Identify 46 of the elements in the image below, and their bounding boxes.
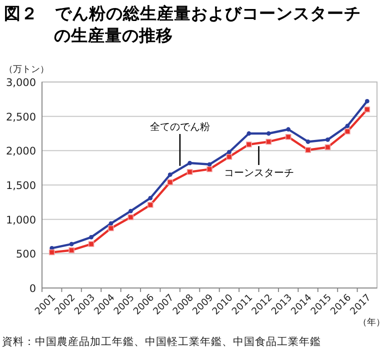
point [68, 247, 74, 254]
y-tick-label: 3,000 [6, 77, 36, 89]
point [88, 241, 94, 247]
point [168, 172, 172, 177]
point [227, 150, 232, 154]
point [266, 131, 271, 136]
y-tick-label: 1,000 [6, 214, 36, 226]
y-tick-label: 2,000 [6, 146, 36, 158]
y-tick-label: 1,500 [6, 180, 36, 192]
point [306, 140, 310, 144]
point [89, 234, 94, 240]
text: 全てのでん粉 [150, 121, 210, 133]
point [128, 214, 134, 220]
point [286, 127, 291, 132]
y-tick-label: 2,500 [6, 111, 36, 124]
point [147, 202, 154, 208]
point [364, 106, 370, 112]
y-tick-label: 0 [29, 283, 36, 295]
point [48, 249, 55, 256]
point [266, 138, 272, 145]
point [246, 131, 252, 136]
point [326, 137, 330, 142]
point [69, 242, 74, 246]
point [188, 160, 192, 166]
point [324, 144, 331, 150]
point [345, 124, 350, 128]
y-tick-label: 500 [16, 248, 36, 261]
series-label: コーンスターチ [224, 168, 294, 179]
point [305, 147, 311, 153]
point [364, 99, 370, 104]
point [344, 128, 350, 134]
y-axis-title: （万トン） [4, 65, 49, 75]
point [285, 134, 292, 140]
x-axis-title: （年） [358, 317, 385, 328]
point [246, 142, 252, 148]
point [128, 208, 133, 214]
point [207, 162, 212, 167]
point [206, 166, 212, 172]
chart-title: 図２ でん粉の総生産量およびコーンスターチの生産量の推移 [4, 3, 362, 47]
point [226, 154, 232, 160]
point [108, 221, 114, 226]
point [167, 179, 173, 186]
point [148, 196, 153, 200]
point [186, 169, 193, 175]
text: 資料：中国農産品加工年鑑、中国軽工業年鑑、中国食品工業年鑑 [2, 335, 321, 348]
point [108, 225, 114, 232]
